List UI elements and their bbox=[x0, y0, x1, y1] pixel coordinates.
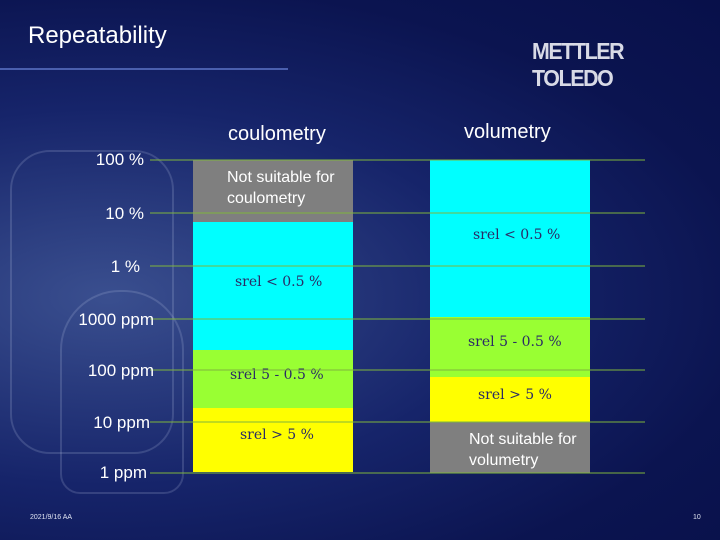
coulometry-yellow-block bbox=[193, 408, 353, 472]
coulometry-yellow-label: srel > 5 % bbox=[240, 427, 314, 443]
volumetry-yellow-block bbox=[430, 377, 590, 422]
coulometry-cyan-label: srel < 0.5 % bbox=[235, 274, 323, 290]
coulometry-not-suitable-label: Not suitable for coulometry bbox=[227, 169, 335, 207]
volumetry-cyan-label: srel < 0.5 % bbox=[473, 227, 561, 243]
coulometry-green-block bbox=[193, 350, 353, 408]
coulometry-green-label: srel 5 - 0.5 % bbox=[230, 367, 324, 383]
volumetry-not-suitable-block bbox=[430, 422, 590, 473]
background-flask bbox=[60, 290, 184, 494]
y-label-1-percent: 1 % bbox=[110, 257, 140, 276]
brand-logo: METTLER TOLEDO bbox=[532, 38, 625, 91]
column-header-coulometry: coulometry bbox=[228, 123, 326, 145]
y-label-1-ppm: 1 ppm bbox=[99, 463, 147, 482]
volumetry-green-block bbox=[430, 317, 590, 377]
y-label-10-percent: 10 % bbox=[105, 204, 144, 223]
volumetry-yellow-label: srel > 5 % bbox=[478, 387, 552, 403]
y-label-10-ppm: 10 ppm bbox=[93, 413, 150, 432]
title-underline bbox=[0, 68, 288, 70]
footer-date: 2021/9/16 AA bbox=[30, 514, 73, 521]
coulometry-cyan-block bbox=[193, 222, 353, 350]
page-title: Repeatability bbox=[28, 22, 167, 49]
volumetry-not-suitable-label: Not suitable for volumetry bbox=[469, 431, 577, 469]
y-label-100-percent: 100 % bbox=[95, 150, 144, 169]
volumetry-cyan-block bbox=[430, 160, 590, 317]
volumetry-green-label: srel 5 - 0.5 % bbox=[468, 334, 562, 350]
coulometry-not-suitable-block bbox=[193, 160, 353, 222]
column-header-volumetry: volumetry bbox=[464, 121, 551, 143]
y-label-100-ppm: 100 ppm bbox=[87, 361, 154, 380]
page-number: 10 bbox=[693, 514, 701, 521]
y-label-1000-ppm: 1000 ppm bbox=[78, 310, 154, 329]
